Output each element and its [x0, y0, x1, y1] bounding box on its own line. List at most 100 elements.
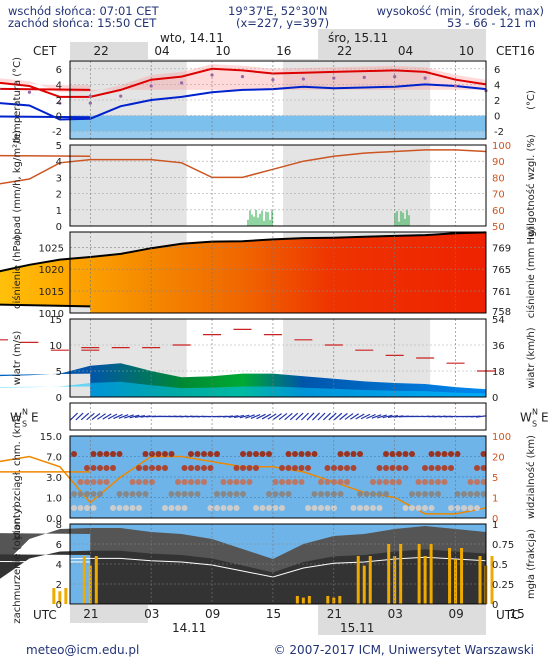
cloud-base-tick-left: 1.0 [46, 494, 62, 505]
pressure-tick-left: 1020 [39, 265, 64, 276]
cloud-dot [285, 491, 292, 497]
wind-dir-arrow [284, 412, 293, 421]
bottom-day-box-2 [318, 605, 486, 635]
cloud-dot [389, 451, 396, 457]
top-tick: 04 [398, 44, 413, 58]
cloud-dot [461, 491, 467, 497]
cloud-dot [480, 491, 487, 497]
wind-dir-arrow [97, 413, 106, 420]
cloud-dot [357, 451, 363, 457]
cloud-dot [350, 451, 357, 457]
fog-bar [301, 597, 305, 604]
cloud-dot [396, 451, 402, 457]
cloud-dot [285, 479, 292, 485]
cloud-dot [84, 491, 90, 497]
cloud-dot [253, 505, 259, 511]
bottom-tz-right: UTC [496, 608, 520, 622]
wind-dir-E-left: E [31, 411, 39, 425]
footer-email[interactable]: meteo@icm.edu.pl [26, 643, 140, 657]
cloud-dot [162, 465, 168, 471]
cloud-dot [188, 451, 194, 457]
wind-dir-arrow [366, 413, 376, 420]
cloud-dot [214, 451, 220, 457]
cloud-dot [142, 491, 149, 497]
top-day-box-1 [148, 29, 318, 59]
wind-tick-left: 15 [49, 315, 62, 326]
cloud-dot [428, 505, 435, 511]
cloud-dot [409, 451, 415, 457]
cloud-dot [110, 451, 116, 457]
cloud-dot [402, 451, 409, 457]
cloud-dot [116, 451, 123, 457]
top-tick: 16 [520, 44, 535, 58]
top-day-1: wto, 14.11 [160, 31, 224, 45]
temp-marker [393, 75, 397, 79]
pressure-tick-right: 769 [492, 243, 511, 254]
cloud-dot [136, 505, 142, 511]
cloud_base-left-label: pion. rozciągł. chm. (km) [12, 415, 23, 540]
cloud-cover-tick-left: 4 [56, 560, 62, 571]
top-day-2: śro, 15.11 [328, 31, 389, 45]
precip-tick-left: 0 [56, 222, 62, 233]
temp-tick-right: 2 [494, 96, 500, 107]
fog-tick-right: 0.75 [492, 540, 514, 551]
wind-tick-left: 5 [56, 367, 62, 378]
wind-dir-arrow [382, 414, 393, 419]
cloud-base-tick-left: 15.0 [40, 432, 62, 443]
wind-dir-arrow [355, 413, 365, 420]
cloud-dot [428, 479, 435, 485]
bottom-day-box-1 [148, 605, 318, 635]
cloud-dot [454, 451, 461, 457]
temp-marker [362, 75, 366, 79]
temp-tick-left: -2 [52, 127, 62, 138]
cloud-dot [97, 451, 103, 457]
wind-dir-arrow [349, 413, 360, 420]
wind-dir-arrow [91, 413, 101, 420]
cloud-dot [363, 505, 370, 511]
cloud-dot [175, 479, 181, 485]
cloud-dot [435, 451, 441, 457]
cloud-dot [318, 491, 324, 497]
cloud-dot [77, 491, 84, 497]
cloud-dot [350, 505, 357, 511]
fog-bar [338, 596, 342, 604]
wind-dir-arrow [306, 412, 315, 421]
bottom-tick: 03 [144, 607, 159, 621]
cloud-dot [188, 479, 194, 485]
bottom-day-2: 15.11 [340, 621, 375, 635]
cloud-dot [77, 479, 84, 485]
sunset-text: zachód słońca: 15:50 CET [8, 16, 157, 30]
panel-frame-cloud_base [69, 435, 487, 519]
visibility-tick-right: 1 [492, 494, 498, 505]
cloud-dot [259, 505, 266, 511]
cloud-dot [357, 491, 363, 497]
cloud-dot [474, 465, 480, 471]
visibility-tick-right: 100 [492, 432, 511, 443]
cloud-dot [480, 479, 487, 485]
cloud-dot [441, 465, 448, 471]
temp-tick-left: 4 [56, 80, 62, 91]
wind-dir-arrow [113, 413, 123, 420]
cloud-dot [149, 451, 155, 457]
cloud-dot [155, 465, 162, 471]
cloud-dot [435, 479, 441, 485]
fog-bar [399, 544, 403, 604]
cloud-dot [214, 505, 220, 511]
precip-right-label: wilgotność wzgl. (%) [525, 134, 537, 237]
cloud-dot [376, 491, 383, 497]
cloud-dot [188, 491, 194, 497]
cloud-dot [220, 491, 227, 497]
temp-marker [88, 101, 92, 105]
wind-tick-right: 18 [492, 367, 505, 378]
wind-dir-arrow [301, 412, 309, 421]
cloud-dot [344, 479, 350, 485]
cloud-dot [344, 451, 350, 457]
cloud-dot [311, 451, 318, 457]
cloud-base-tick-left: 0.0 [46, 514, 62, 525]
fog-bar [429, 544, 433, 604]
temp-marker [240, 75, 245, 79]
cloud-dot [233, 491, 240, 497]
cloud-dot [318, 505, 324, 511]
top-day-box-2 [318, 29, 486, 59]
wind-dir-arrow [118, 414, 129, 419]
